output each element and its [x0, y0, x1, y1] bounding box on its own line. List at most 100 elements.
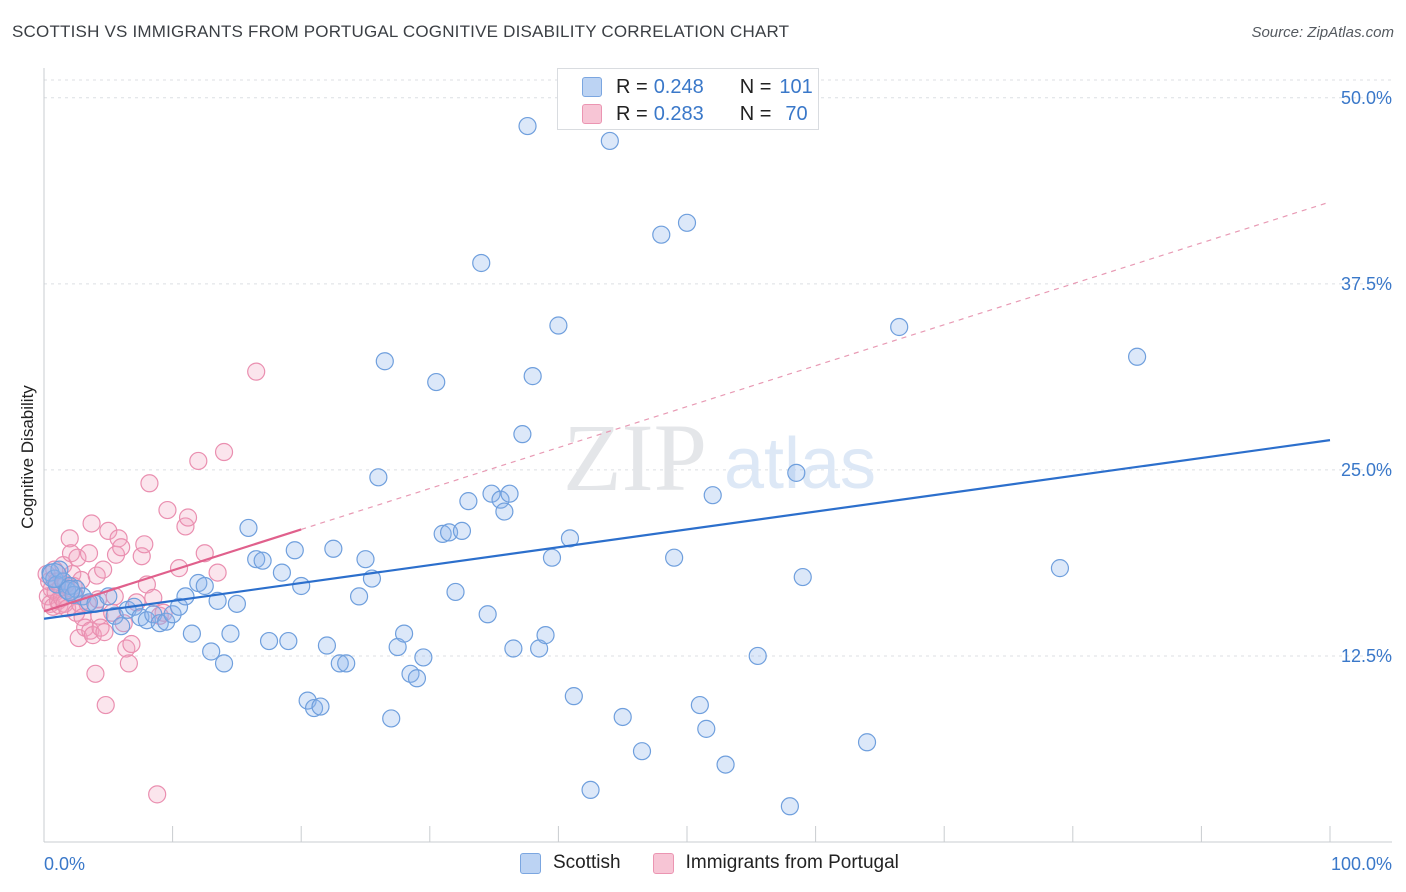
- y-axis-label: Cognitive Disability: [18, 385, 37, 529]
- scottish-point: [292, 576, 311, 596]
- scottish-point: [600, 131, 619, 151]
- scottish-point: [446, 582, 465, 602]
- portugal-points: [37, 362, 266, 804]
- legend-swatch-scottish: [520, 852, 541, 874]
- portugal-point: [247, 362, 266, 381]
- scottish-point: [452, 521, 472, 541]
- scottish-point: [542, 548, 562, 567]
- scottish-point: [518, 116, 537, 136]
- scottish-point: [495, 502, 514, 521]
- scottish-point: [41, 562, 67, 589]
- y-tick-label: 37.5%: [1341, 274, 1392, 294]
- scottish-point: [317, 636, 337, 655]
- scottish-point: [523, 367, 542, 386]
- scottish-point: [356, 550, 375, 569]
- scottish-point: [491, 490, 510, 509]
- scottish-point: [407, 669, 427, 688]
- scottish-point: [285, 541, 304, 560]
- scottish-point: [259, 631, 279, 651]
- scottish-point: [253, 551, 272, 570]
- scottish-point: [890, 317, 909, 337]
- portugal-point: [95, 623, 114, 642]
- portugal-point: [208, 563, 227, 582]
- portugal-point: [96, 695, 115, 715]
- scottish-point: [272, 563, 292, 582]
- y-tick-label: 25.0%: [1341, 460, 1392, 480]
- legend-n-label: N =: [739, 102, 772, 125]
- chart-title: SCOTTISH VS IMMIGRANTS FROM PORTUGAL COG…: [12, 22, 790, 41]
- scottish-point: [382, 709, 401, 728]
- scottish-point: [857, 733, 877, 752]
- scottish-point: [182, 624, 201, 643]
- scottish-point: [195, 576, 214, 596]
- scottish-point: [697, 719, 716, 738]
- portugal-point: [132, 547, 151, 566]
- source-label: Source: ZipAtlas.com: [1251, 24, 1394, 41]
- scottish-point: [239, 518, 258, 538]
- legend-item-portugal: Immigrants from Portugal: [652, 852, 899, 874]
- scottish-point: [394, 624, 414, 643]
- scottish-point: [613, 707, 632, 727]
- axes: [43, 68, 1392, 843]
- portugal-point: [86, 664, 105, 683]
- scottish-point: [433, 524, 452, 543]
- legend-r-label: R =: [616, 102, 648, 125]
- bottom-legend: Scottish Immigrants from Portugal: [520, 852, 931, 874]
- portugal-point: [79, 544, 99, 563]
- watermark-zip: ZIP: [563, 404, 707, 511]
- y-tick-label: 12.5%: [1341, 646, 1392, 666]
- legend-row-scottish: R = 0.248 N = 101: [582, 75, 813, 99]
- portugal-trend-line: [43, 528, 302, 613]
- scottish-point: [690, 695, 709, 715]
- legend-row-portugal: R = 0.283 N = 70: [582, 102, 808, 126]
- scottish-point: [208, 591, 227, 610]
- scottish-point: [716, 755, 735, 774]
- legend-r-value-scottish: 0.248: [653, 75, 704, 98]
- scottish-point: [375, 352, 394, 371]
- portugal-point: [83, 626, 102, 645]
- portugal-point: [60, 529, 79, 548]
- scottish-point: [500, 484, 519, 503]
- scottish-point: [304, 698, 324, 718]
- scottish-point: [787, 463, 806, 482]
- scottish-point: [513, 425, 532, 444]
- legend-label-portugal: Immigrants from Portugal: [685, 852, 899, 873]
- scottish-point: [176, 587, 195, 606]
- portugal-point: [68, 548, 87, 567]
- scottish-trend-line: [43, 439, 1331, 620]
- portugal-point: [76, 618, 95, 637]
- legend-swatch-scottish: [582, 77, 602, 97]
- scottish-point: [311, 697, 330, 716]
- portugal-point: [119, 654, 138, 673]
- watermark: ZIP atlas: [563, 404, 876, 511]
- scottish-point: [703, 486, 722, 505]
- portugal-point: [148, 785, 167, 804]
- scottish-point: [157, 612, 176, 631]
- scottish-point: [221, 624, 240, 643]
- scottish-point: [369, 468, 388, 487]
- portugal-point: [135, 535, 154, 554]
- scottish-point: [482, 484, 501, 503]
- grid-lines: [44, 79, 1392, 657]
- scottish-point: [549, 316, 568, 335]
- legend-r-value-portugal: 0.283: [653, 102, 704, 125]
- portugal-point: [158, 500, 177, 520]
- scottish-point: [748, 646, 767, 666]
- scottish-point: [581, 780, 600, 800]
- legend-label-scottish: Scottish: [553, 852, 621, 873]
- scottish-point: [665, 548, 684, 567]
- scottish-point: [227, 594, 246, 613]
- scottish-points: [41, 88, 1147, 816]
- legend-swatch-portugal: [582, 104, 602, 124]
- portugal-point: [140, 474, 159, 493]
- scottish-point: [414, 648, 433, 667]
- scottish-point: [163, 605, 182, 624]
- scottish-point: [349, 587, 369, 606]
- scottish-point: [112, 617, 131, 636]
- scottish-point: [247, 550, 266, 569]
- scottish-point: [536, 626, 555, 645]
- legend-item-scottish: Scottish: [520, 852, 621, 874]
- scottish-point: [150, 614, 169, 633]
- legend-n-value-portugal: 70: [785, 102, 808, 125]
